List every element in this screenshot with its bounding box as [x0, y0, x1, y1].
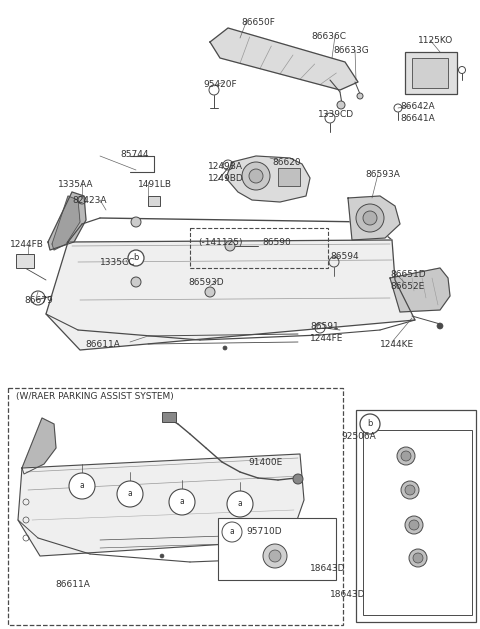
Text: 82423A: 82423A: [72, 196, 107, 205]
Bar: [162, 412, 176, 422]
Bar: [412, 58, 448, 88]
Circle shape: [117, 481, 143, 507]
Text: 86593D: 86593D: [188, 278, 224, 287]
Polygon shape: [348, 196, 400, 240]
Bar: [218, 518, 336, 580]
Circle shape: [405, 485, 415, 495]
Polygon shape: [390, 268, 450, 312]
Polygon shape: [18, 454, 304, 556]
Text: 92506A: 92506A: [341, 432, 376, 441]
Polygon shape: [52, 196, 80, 250]
Bar: [8, 388, 343, 625]
Circle shape: [128, 250, 144, 266]
Circle shape: [227, 491, 253, 517]
Text: 95420F: 95420F: [203, 80, 237, 89]
Bar: [278, 168, 300, 186]
Circle shape: [409, 549, 427, 567]
Circle shape: [405, 516, 423, 534]
Bar: [16, 254, 34, 268]
Circle shape: [356, 204, 384, 232]
Text: 86651D: 86651D: [390, 270, 426, 279]
Circle shape: [205, 287, 215, 297]
Circle shape: [409, 520, 419, 530]
Text: a: a: [229, 528, 234, 537]
Text: a: a: [128, 489, 132, 499]
Text: 86591: 86591: [310, 322, 339, 331]
Text: 1249BA: 1249BA: [208, 162, 243, 171]
Bar: [405, 52, 457, 94]
Text: a: a: [180, 498, 184, 506]
Text: 86679: 86679: [24, 296, 53, 305]
Text: 86594: 86594: [330, 252, 359, 261]
Text: 86593A: 86593A: [365, 170, 400, 179]
Polygon shape: [46, 240, 415, 350]
Circle shape: [360, 414, 380, 434]
Text: b: b: [133, 253, 139, 262]
Circle shape: [293, 474, 303, 484]
Polygon shape: [48, 192, 86, 250]
Text: 1125KO: 1125KO: [418, 36, 453, 45]
Circle shape: [357, 93, 363, 99]
Circle shape: [249, 169, 263, 183]
Circle shape: [269, 550, 281, 562]
Text: 86620: 86620: [272, 158, 300, 167]
Text: 86636C: 86636C: [311, 32, 346, 41]
Text: 1244KE: 1244KE: [380, 340, 414, 349]
Text: 85744: 85744: [120, 150, 148, 159]
Text: 86611A: 86611A: [55, 580, 90, 589]
Circle shape: [263, 544, 287, 568]
Circle shape: [401, 451, 411, 461]
Text: a: a: [238, 499, 242, 508]
Text: 1491LB: 1491LB: [138, 180, 172, 189]
Polygon shape: [226, 156, 310, 202]
Bar: [363, 430, 472, 615]
Text: b: b: [367, 420, 372, 428]
Text: 18643D: 18643D: [310, 564, 346, 573]
Bar: [148, 196, 160, 206]
Bar: [190, 228, 328, 268]
Text: 95710D: 95710D: [246, 528, 282, 537]
Circle shape: [131, 217, 141, 227]
Circle shape: [363, 211, 377, 225]
Text: 1335AA: 1335AA: [58, 180, 94, 189]
Text: 86650F: 86650F: [241, 18, 275, 27]
Circle shape: [397, 447, 415, 465]
Text: 1249BD: 1249BD: [208, 174, 244, 183]
Text: 86642A: 86642A: [400, 102, 434, 111]
Circle shape: [242, 162, 270, 190]
Text: 86590: 86590: [262, 238, 291, 247]
Circle shape: [223, 346, 227, 350]
Polygon shape: [210, 28, 358, 90]
Text: 86611A: 86611A: [85, 340, 120, 349]
Circle shape: [337, 101, 345, 109]
Circle shape: [160, 554, 164, 558]
Text: 1244FB: 1244FB: [10, 240, 44, 249]
Text: 1335CC: 1335CC: [100, 258, 135, 267]
Circle shape: [401, 481, 419, 499]
Circle shape: [413, 553, 423, 563]
Text: (W/RAER PARKING ASSIST SYSTEM): (W/RAER PARKING ASSIST SYSTEM): [16, 392, 174, 401]
Circle shape: [437, 323, 443, 329]
Text: 86652E: 86652E: [390, 282, 424, 291]
Text: a: a: [80, 482, 84, 491]
Text: 1244FE: 1244FE: [310, 334, 343, 343]
Text: 86633G: 86633G: [333, 46, 369, 55]
Text: (-141125): (-141125): [198, 238, 242, 247]
Bar: [356, 410, 476, 622]
Polygon shape: [22, 418, 56, 474]
Circle shape: [225, 241, 235, 251]
Text: 91400E: 91400E: [248, 458, 282, 467]
Circle shape: [222, 522, 242, 542]
Text: 1339CD: 1339CD: [318, 110, 354, 119]
Circle shape: [69, 473, 95, 499]
Circle shape: [131, 277, 141, 287]
Text: 86641A: 86641A: [400, 114, 435, 123]
Text: 18643D: 18643D: [330, 590, 365, 599]
Circle shape: [169, 489, 195, 515]
